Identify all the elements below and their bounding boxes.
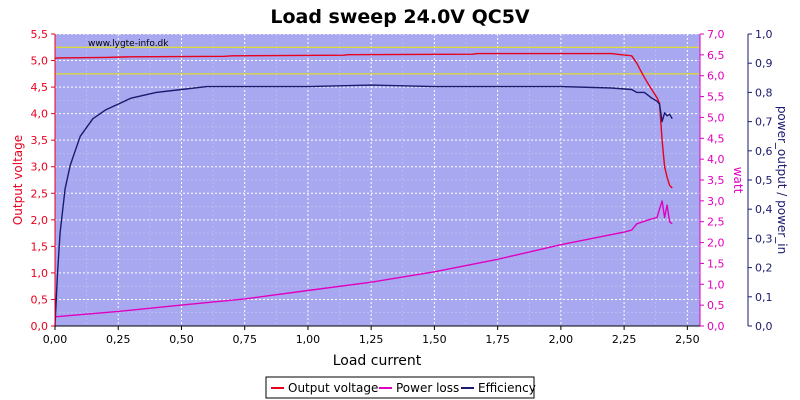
legend: Output voltage Power loss Efficiency [265, 376, 536, 399]
watt-axis-tick-label: 4,0 [707, 153, 725, 166]
x-axis-tick-label: 2,00 [549, 333, 574, 346]
x-axis-tick-label: 2,25 [612, 333, 637, 346]
ratio-axis-tick-label: 0,9 [755, 57, 773, 70]
ratio-axis-tick-label: 0,7 [755, 116, 773, 129]
left-axis-ticks: 0,0 0,5 1,0 1,5 2,0 2,5 3,0 3,5 4,0 4,5 5,0 5,5 [31, 28, 55, 333]
left-axis-tick-label: 3,0 [31, 161, 49, 174]
series-lines [54, 52, 673, 327]
x-axis-tick-label: 0,00 [43, 333, 68, 346]
watt-axis-tick-label: 5,0 [707, 111, 725, 124]
series-line-output-voltage [54, 52, 673, 189]
ratio-axis-tick-label: 0,5 [755, 174, 773, 187]
watt-axis-tick-label: 1,5 [707, 257, 725, 270]
left-axis-tick-label: 1,0 [31, 267, 49, 280]
chart-title: Load sweep 24.0V QC5V [270, 6, 530, 28]
left-axis-tick-label: 5,5 [31, 28, 49, 41]
legend-label-power-loss: Power loss [396, 381, 459, 395]
left-axis-tick-label: 2,0 [31, 214, 49, 227]
watt-axis-tick-label: 0,5 [707, 299, 725, 312]
left-axis-tick-label: 4,5 [31, 81, 49, 94]
watt-axis-tick-label: 7,0 [707, 28, 725, 41]
ratio-axis-tick-label: 0,8 [755, 86, 773, 99]
x-axis-tick-label: 0,50 [169, 333, 194, 346]
left-axis-tick-label: 4,0 [31, 108, 49, 121]
ratio-axis-tick-label: 1,0 [755, 28, 773, 41]
x-axis-tick-label: 1,25 [359, 333, 384, 346]
watt-axis-tick-label: 2,5 [707, 216, 725, 229]
ratio-axis-tick-label: 0,1 [755, 291, 773, 304]
legend-box [265, 376, 535, 399]
x-axis-tick-label: 1,75 [485, 333, 510, 346]
watt-axis-tick-label: 5,5 [707, 91, 725, 104]
x-axis-ticks: 0,00 0,25 0,50 0,75 1,00 1,25 1,50 1,75 2,00 2,25… [43, 326, 700, 346]
x-axis-tick-label: 1,00 [296, 333, 321, 346]
x-axis-tick-label: 0,75 [232, 333, 257, 346]
watt-axis-tick-label: 6,0 [707, 70, 725, 83]
left-axis-tick-label: 1,5 [31, 240, 49, 253]
watt-axis-tick-label: 3,5 [707, 174, 725, 187]
x-axis-tick-label: 2,50 [675, 333, 700, 346]
watt-axis-ticks: 0,0 0,5 1,0 1,5 2,0 2,5 3,0 3,5 4,0 4,5 5,0 5,5 6,0 6… [700, 28, 725, 333]
watt-axis-tick-label: 0,0 [707, 320, 725, 333]
ratio-axis-tick-label: 0,4 [755, 203, 773, 216]
watermark: www.lygte-info.dk [88, 39, 169, 49]
ratio-axis-label: power_output / power_in [775, 106, 789, 254]
ratio-axis-ticks: 0,0 0,1 0,2 0,3 0,4 0,5 0,6 0,7 0,8 0,9 1,0 [748, 28, 773, 333]
left-axis-tick-label: 2,5 [31, 187, 49, 200]
left-axis-tick-label: 0,0 [31, 320, 49, 333]
watt-axis-tick-label: 1,0 [707, 278, 725, 291]
ratio-axis-tick-label: 0,6 [755, 145, 773, 158]
ratio-axis-tick-label: 0,2 [755, 262, 773, 275]
ratio-axis-tick-label: 0,3 [755, 232, 773, 245]
left-axis-label: Output voltage [11, 135, 25, 225]
watt-axis-tick-label: 2,0 [707, 237, 725, 250]
watt-axis-label: watt [731, 167, 745, 194]
left-axis-tick-label: 5,0 [31, 55, 49, 68]
x-axis-tick-label: 0,25 [106, 333, 131, 346]
series-line-efficiency [54, 84, 673, 327]
watt-axis-tick-label: 4,5 [707, 132, 725, 145]
watt-axis-tick-label: 6,5 [707, 49, 725, 62]
watt-axis-tick-label: 3,0 [707, 195, 725, 208]
legend-label-output-voltage: Output voltage [288, 381, 378, 395]
left-axis-tick-label: 3,5 [31, 134, 49, 147]
ratio-axis-tick-label: 0,0 [755, 320, 773, 333]
series-line-power-loss [54, 200, 673, 318]
reference-lines [55, 46, 700, 75]
left-axis-tick-label: 0,5 [31, 293, 49, 306]
x-axis-label: Load current [333, 353, 422, 369]
x-axis-tick-label: 1,50 [422, 333, 447, 346]
legend-label-efficiency: Efficiency [478, 381, 536, 395]
